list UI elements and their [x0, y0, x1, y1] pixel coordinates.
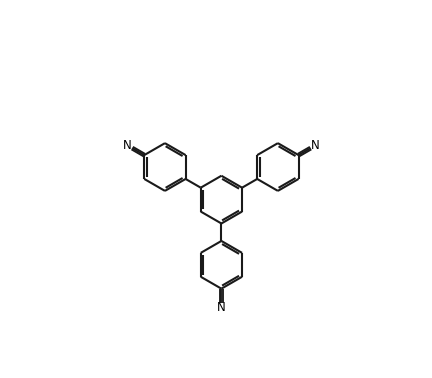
Text: N: N: [123, 139, 132, 152]
Text: N: N: [217, 301, 226, 314]
Text: N: N: [311, 139, 320, 152]
